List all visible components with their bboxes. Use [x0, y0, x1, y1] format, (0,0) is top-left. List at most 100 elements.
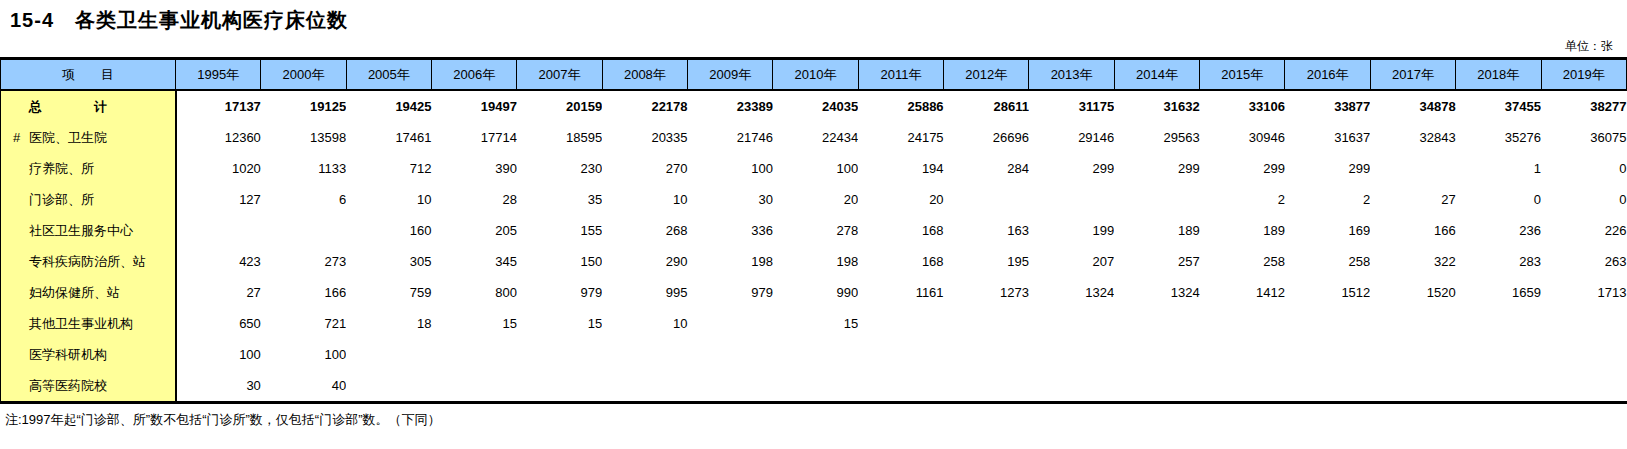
page-title: 15-4 各类卫生事业机构医疗床位数 [0, 0, 1627, 34]
year-column-header: 2015年 [1200, 59, 1285, 91]
value-cell: 35 [517, 184, 602, 215]
value-cell: 28611 [944, 90, 1029, 122]
value-cell: 10 [602, 184, 687, 215]
value-cell: 299 [1285, 153, 1370, 184]
year-column-header: 2012年 [944, 59, 1029, 91]
item-column-header: 项 目 [1, 59, 176, 91]
value-cell [858, 308, 943, 339]
value-cell: 6 [261, 184, 346, 215]
value-cell: 31632 [1114, 90, 1199, 122]
value-cell: 207 [1029, 246, 1114, 277]
value-cell: 37455 [1456, 90, 1541, 122]
value-cell: 258 [1200, 246, 1285, 277]
value-cell [346, 370, 431, 403]
value-cell: 270 [602, 153, 687, 184]
value-cell [602, 339, 687, 370]
value-cell: 17137 [176, 90, 261, 122]
value-cell: 205 [432, 215, 517, 246]
value-cell: 15 [432, 308, 517, 339]
value-cell: 163 [944, 215, 1029, 246]
value-cell [1200, 339, 1285, 370]
year-column-header: 2007年 [517, 59, 602, 91]
value-cell [261, 215, 346, 246]
value-cell [688, 339, 773, 370]
value-cell: 20 [858, 184, 943, 215]
value-cell: 1512 [1285, 277, 1370, 308]
footnote: 注:1997年起“门诊部、所”数不包括“门诊所”数，仅包括“门诊部”数。（下同） [0, 411, 1627, 429]
value-cell [432, 339, 517, 370]
row-label-cell: #医院、卫生院 [1, 122, 176, 153]
value-cell [1456, 370, 1541, 403]
value-cell: 32843 [1370, 122, 1455, 153]
value-cell: 257 [1114, 246, 1199, 277]
value-cell [176, 215, 261, 246]
table-row: 高等医药院校3040 [1, 370, 1627, 403]
value-cell: 35276 [1456, 122, 1541, 153]
value-cell: 27 [176, 277, 261, 308]
value-cell: 33877 [1285, 90, 1370, 122]
table-row: 妇幼保健所、站271667598009799959799901161127313… [1, 277, 1627, 308]
table-header-row: 项 目 1995年2000年2005年2006年2007年2008年2009年2… [1, 59, 1627, 91]
value-cell: 1412 [1200, 277, 1285, 308]
value-cell: 0 [1541, 153, 1627, 184]
value-cell: 18595 [517, 122, 602, 153]
value-cell: 189 [1114, 215, 1199, 246]
statistical-table-page: 15-4 各类卫生事业机构医疗床位数 单位：张 项 目 1995年2000年20… [0, 0, 1627, 449]
value-cell: 336 [688, 215, 773, 246]
value-cell: 979 [517, 277, 602, 308]
value-cell: 20 [773, 184, 858, 215]
value-cell: 15 [517, 308, 602, 339]
year-column-header: 2008年 [602, 59, 687, 91]
value-cell: 168 [858, 246, 943, 277]
table-row: 总 计1713719125194251949720159221782338924… [1, 90, 1627, 122]
value-cell: 990 [773, 277, 858, 308]
row-label-cell: 总 计 [1, 90, 176, 122]
value-cell: 21746 [688, 122, 773, 153]
value-cell [944, 184, 1029, 215]
value-cell: 17461 [346, 122, 431, 153]
value-cell [1456, 339, 1541, 370]
value-cell: 712 [346, 153, 431, 184]
value-cell [1370, 370, 1455, 403]
value-cell: 290 [602, 246, 687, 277]
value-cell: 230 [517, 153, 602, 184]
table-row: #医院、卫生院123601359817461177141859520335217… [1, 122, 1627, 153]
value-cell: 100 [688, 153, 773, 184]
value-cell: 345 [432, 246, 517, 277]
unit-label: 单位：张 [0, 38, 1627, 55]
value-cell: 800 [432, 277, 517, 308]
value-cell: 0 [1456, 184, 1541, 215]
value-cell [602, 370, 687, 403]
value-cell [858, 339, 943, 370]
value-cell [944, 339, 1029, 370]
row-label-cell: 门诊部、所 [1, 184, 176, 215]
value-cell: 15 [773, 308, 858, 339]
value-cell: 195 [944, 246, 1029, 277]
value-cell: 299 [1200, 153, 1285, 184]
value-cell: 160 [346, 215, 431, 246]
row-label: 门诊部、所 [29, 192, 94, 207]
value-cell [1541, 308, 1627, 339]
value-cell [944, 308, 1029, 339]
row-label: 专科疾病防治所、站 [29, 254, 146, 269]
year-column-header: 2006年 [432, 59, 517, 91]
row-label: 医学科研机构 [29, 347, 107, 362]
value-cell [773, 370, 858, 403]
value-cell [1285, 370, 1370, 403]
table-row: 门诊部、所127610283510302020222700 [1, 184, 1627, 215]
year-column-header: 2016年 [1285, 59, 1370, 91]
row-marker: # [1, 130, 29, 145]
row-label: 其他卫生事业机构 [29, 316, 133, 331]
value-cell: 18 [346, 308, 431, 339]
value-cell: 423 [176, 246, 261, 277]
value-cell: 283 [1456, 246, 1541, 277]
value-cell: 30946 [1200, 122, 1285, 153]
value-cell: 1020 [176, 153, 261, 184]
value-cell: 22178 [602, 90, 687, 122]
value-cell: 40 [261, 370, 346, 403]
value-cell: 36075 [1541, 122, 1627, 153]
value-cell: 10 [602, 308, 687, 339]
value-cell: 198 [688, 246, 773, 277]
value-cell: 150 [517, 246, 602, 277]
value-cell: 25886 [858, 90, 943, 122]
